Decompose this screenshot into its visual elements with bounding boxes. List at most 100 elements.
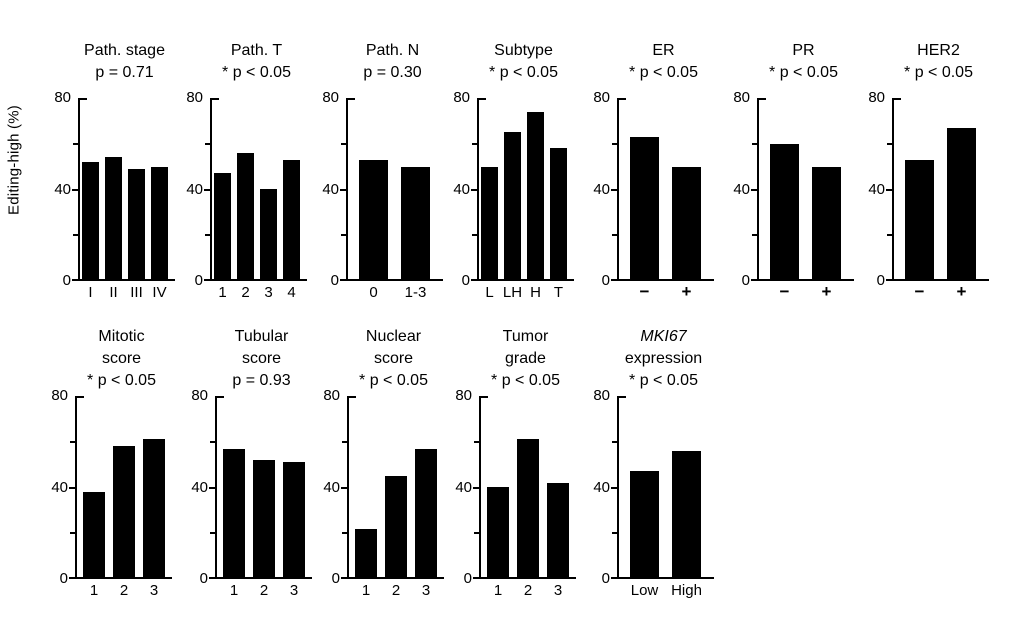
p-value-label: p = 0.71 — [95, 64, 154, 81]
y-tick-label-0: 0 — [461, 272, 470, 289]
y-tick-label-0: 0 — [59, 570, 68, 587]
y-tick-label-40: 40 — [868, 181, 885, 198]
bar-her2-− — [905, 160, 934, 281]
y-major-tick-0 — [471, 279, 477, 281]
category-label-IV: IV — [152, 284, 167, 301]
y-minor-tick-20 — [210, 532, 215, 534]
bar-chart-her2: 0 40 80 — [856, 90, 989, 289]
category-label-1: 1 — [89, 582, 99, 599]
panel-tumor-grade: Tumor grade * p < 0.05 0 40 80 1 2 3 — [443, 310, 576, 607]
category-label-0: 0 — [369, 284, 378, 301]
y-axis-line — [617, 396, 619, 579]
panel-title-path-n: Path. N p = 0.30 — [342, 10, 443, 98]
p-value-label: * p < 0.05 — [491, 372, 560, 389]
panel-tubular-score: Tubular score p = 0.93 0 40 80 1 2 3 — [179, 310, 312, 607]
panel-title-line: ER — [652, 42, 675, 59]
category-label-−: − — [914, 282, 925, 301]
y-tick-label-0: 0 — [62, 272, 71, 289]
y-major-tick-40 — [209, 487, 215, 489]
y-minor-tick-60 — [70, 441, 75, 443]
category-axis-mitotic-score: 1 2 3 — [39, 579, 172, 607]
panel-title-line: Tumor — [502, 328, 549, 345]
panel-subtype: Subtype * p < 0.05 0 40 80 L LH H T — [441, 10, 574, 309]
panel-row-bottom: Mitotic score * p < 0.05 0 40 80 1 2 3 Tubular sco… — [0, 310, 1033, 610]
bar-chart-path-stage: 0 40 80 — [42, 90, 175, 289]
category-label-3: 3 — [264, 284, 273, 301]
plot-area — [473, 396, 576, 579]
panel-title-subtype: Subtype * p < 0.05 — [473, 10, 574, 98]
category-axis-er: − + — [581, 281, 714, 309]
panel-title-line: PR — [792, 42, 815, 59]
bar-chart-nuclear-score: 0 40 80 — [311, 388, 444, 587]
panel-title-line: HER2 — [917, 42, 960, 59]
bar-path-stage-III — [128, 169, 145, 281]
category-label-+: + — [681, 282, 692, 301]
y-axis-line — [617, 98, 619, 281]
x-axis-line — [210, 279, 307, 281]
y-major-tick-0 — [886, 279, 892, 281]
panel-row-top: Path. stage p = 0.71 0 40 80 I II III IV Path. T *… — [0, 10, 1033, 310]
y-tick-label-0: 0 — [741, 272, 750, 289]
y-minor-tick-60 — [472, 143, 477, 145]
y-tick-label-0: 0 — [330, 272, 339, 289]
category-label-2: 2 — [119, 582, 129, 599]
bar-subtype-L — [481, 167, 498, 281]
y-tick-label-40: 40 — [593, 479, 610, 496]
panel-mki67-expression: MKI67 expression * p < 0.05 0 40 80 Low High — [581, 310, 714, 607]
panel-title-line: Path. T — [230, 42, 283, 59]
y-minor-tick-60 — [474, 441, 479, 443]
y-major-tick-0 — [72, 279, 78, 281]
y-axis-top-tick — [477, 98, 486, 100]
y-axis-top-tick — [210, 98, 219, 100]
y-axis-top-tick — [215, 396, 224, 398]
bar-path-stage-I — [82, 162, 99, 281]
y-tick-label-0: 0 — [331, 570, 340, 587]
y-major-tick-40 — [340, 189, 346, 191]
y-tick-label-80: 80 — [453, 89, 470, 106]
y-tick-label-0: 0 — [601, 272, 610, 289]
y-tick-label-40: 40 — [593, 181, 610, 198]
plot-area — [72, 98, 175, 281]
panel-title-mitotic-score: Mitotic score * p < 0.05 — [71, 310, 172, 396]
y-major-tick-40 — [69, 487, 75, 489]
plot-area — [341, 396, 444, 579]
y-tick-label-80: 80 — [186, 89, 203, 106]
y-axis-top-tick — [617, 98, 626, 100]
y-major-tick-0 — [69, 577, 75, 579]
category-label-1: 1 — [493, 582, 503, 599]
y-minor-tick-20 — [70, 532, 75, 534]
y-tick-label-0: 0 — [463, 570, 472, 587]
category-label-1-3: 1-3 — [404, 284, 427, 301]
y-tick-label-80: 80 — [868, 89, 885, 106]
plot-area — [209, 396, 312, 579]
y-minor-tick-20 — [612, 234, 617, 236]
y-axis-top-tick — [757, 98, 766, 100]
y-major-tick-0 — [751, 279, 757, 281]
panel-title-line: Path. stage — [84, 42, 165, 59]
category-label-3: 3 — [149, 582, 159, 599]
p-value-label: * p < 0.05 — [489, 64, 558, 81]
panel-title-line: score — [241, 350, 282, 367]
y-axis-line — [892, 98, 894, 281]
panel-title-pr: PR * p < 0.05 — [753, 10, 854, 98]
category-label-High: High — [671, 582, 702, 599]
y-minor-tick-60 — [341, 143, 346, 145]
plot-area — [751, 98, 854, 281]
p-value-label: p = 0.93 — [232, 372, 291, 389]
y-axis-line — [75, 396, 77, 579]
bar-nuclear-score-2 — [385, 476, 407, 579]
category-axis-tubular-score: 1 2 3 — [179, 579, 312, 607]
y-axis-line — [78, 98, 80, 281]
bar-path-stage-II — [105, 157, 122, 281]
bar-chart-subtype: 0 40 80 — [441, 90, 574, 289]
category-label-4: 4 — [287, 284, 296, 301]
y-minor-tick-60 — [210, 441, 215, 443]
y-minor-tick-20 — [752, 234, 757, 236]
y-tick-label-0: 0 — [199, 570, 208, 587]
y-minor-tick-60 — [752, 143, 757, 145]
bar-path-t-3 — [260, 189, 277, 281]
bar-her2-+ — [947, 128, 976, 281]
panel-title-line: expression — [624, 350, 703, 367]
